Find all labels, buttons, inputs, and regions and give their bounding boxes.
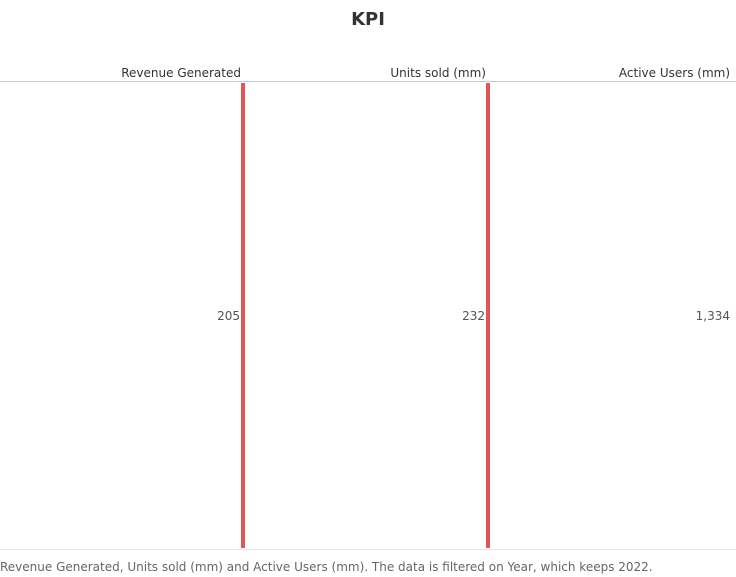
header-divider (0, 81, 736, 82)
value-revenue-generated: 205 (217, 309, 240, 323)
column-header-units-sold: Units sold (mm) (390, 66, 486, 80)
column-divider (241, 83, 245, 548)
table-bottom-border (0, 549, 736, 550)
chart-title: KPI (351, 9, 385, 30)
column-header-revenue-generated: Revenue Generated (121, 66, 241, 80)
chart-caption: Revenue Generated, Units sold (mm) and A… (0, 560, 653, 574)
value-active-users: 1,334 (695, 309, 730, 323)
column-header-active-users: Active Users (mm) (618, 66, 730, 80)
column-divider (486, 83, 490, 548)
value-units-sold: 232 (462, 309, 485, 323)
